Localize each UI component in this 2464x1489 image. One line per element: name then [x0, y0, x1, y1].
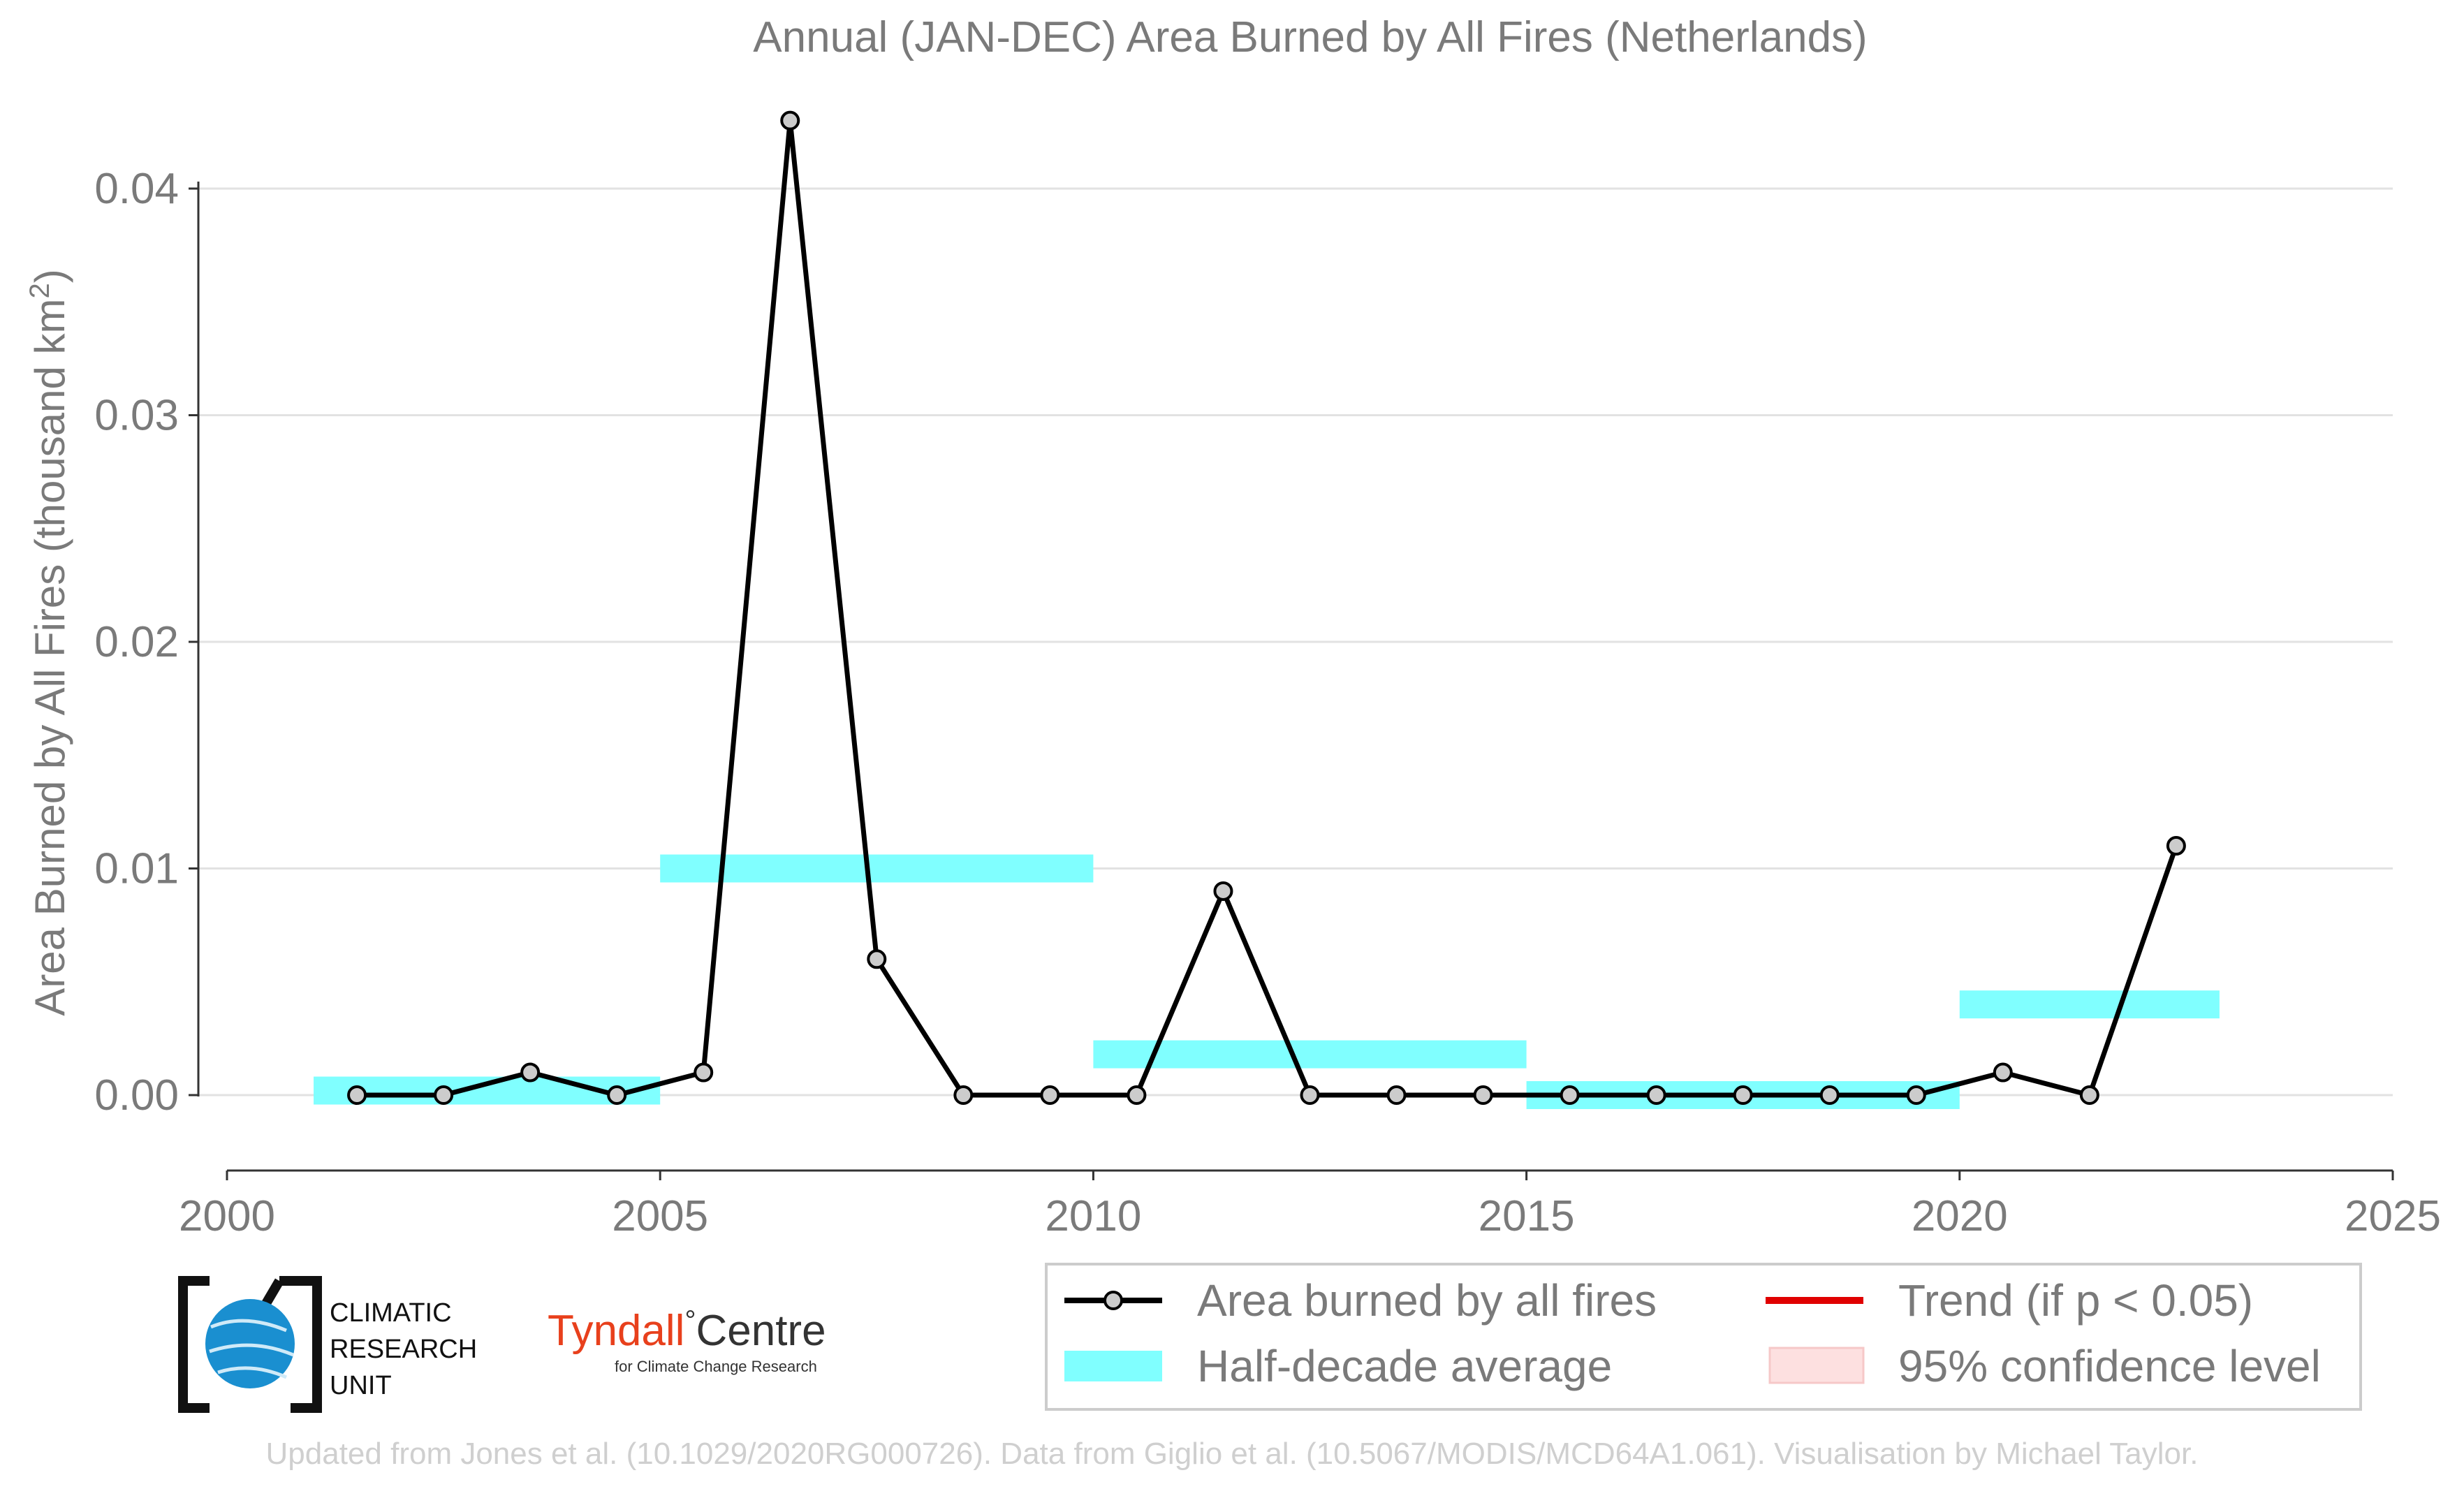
y-tick-label: 0.04 [94, 165, 179, 213]
data-point [607, 1085, 627, 1105]
legend-label-confidence: 95% confidence level [1898, 1341, 2321, 1391]
data-point [2166, 836, 2186, 856]
y-axis-label-sup: 2 [24, 283, 55, 298]
tyndall-subtitle: for Climate Change Research [615, 1358, 817, 1375]
globe-swirl-icon [209, 1319, 294, 1379]
x-tick-label: 2000 [179, 1192, 275, 1240]
data-point [520, 1062, 541, 1083]
half-decade-bar [1093, 1040, 1527, 1069]
data-point [1213, 881, 1233, 901]
series-line-path [357, 118, 2179, 1098]
cru-bracket-icon [178, 1276, 210, 1413]
data-point [1040, 1085, 1060, 1105]
data-point [1473, 1085, 1493, 1105]
cru-slash-icon [261, 1278, 284, 1307]
y-axis-label-main: Area Burned by All Fires (thousand km [27, 299, 73, 1016]
cru-text-1: CLIMATIC [330, 1298, 452, 1328]
legend-marker-icon [1103, 1291, 1123, 1310]
data-point [953, 1085, 974, 1105]
legend-label-half-decade: Half-decade average [1197, 1341, 1612, 1391]
legend: Area burned by all fires Trend (if p < 0… [1045, 1263, 2362, 1411]
half-decade-bar [660, 854, 1094, 883]
half-decade-average-bands [314, 854, 2220, 1109]
data-point [1906, 1085, 1926, 1105]
data-point [867, 949, 887, 969]
y-axis-ticks: 0.00 0.01 0.02 0.03 0.04 [94, 165, 198, 1120]
cru-text-2: RESEARCH [330, 1335, 477, 1364]
legend-label-area-burned: Area burned by all fires [1197, 1275, 1657, 1326]
data-point [1386, 1085, 1407, 1105]
data-point [347, 1085, 367, 1105]
data-point [1819, 1085, 1840, 1105]
tyndall-word: Tyndall [548, 1307, 684, 1355]
legend-label-trend: Trend (if p < 0.05) [1898, 1275, 2253, 1326]
y-tick-label: 0.00 [94, 1071, 179, 1120]
tyndall-logo-text: Tyndall°Centre [548, 1305, 826, 1355]
x-tick-label: 2025 [2345, 1192, 2441, 1240]
x-tick-label: 2020 [1912, 1192, 2008, 1240]
series-area-burned-points [347, 110, 2186, 1105]
legend-confidence-icon [1768, 1347, 1865, 1384]
tyndall-logo: Tyndall°Centre for Climate Change Resear… [548, 1305, 826, 1375]
chart-title: Annual (JAN-DEC) Area Burned by All Fire… [753, 13, 1867, 61]
tyndall-degree: ° [684, 1305, 696, 1336]
x-axis-ticks: 2000 2005 2010 2015 2020 2025 [179, 1171, 2441, 1240]
footer-credit: Updated from Jones et al. (10.1029/2020R… [266, 1437, 2199, 1471]
cru-bracket-right-icon [279, 1276, 322, 1413]
x-tick-label: 2005 [612, 1192, 708, 1240]
cru-text-3: UNIT [330, 1371, 392, 1400]
data-point [1993, 1062, 2013, 1083]
x-tick-label: 2010 [1045, 1192, 1141, 1240]
y-tick-label: 0.02 [94, 618, 179, 666]
legend-half-decade-icon [1064, 1351, 1162, 1381]
data-point [694, 1062, 714, 1083]
y-axis-label: Area Burned by All Fires (thousand km2) [24, 269, 73, 1015]
y-axis-label-close: ) [27, 269, 73, 283]
data-point [1646, 1085, 1666, 1105]
y-tick-label: 0.01 [94, 845, 179, 893]
half-decade-bar [1959, 990, 2220, 1019]
gridlines [198, 187, 2393, 1096]
data-point [2079, 1085, 2099, 1105]
data-point [1300, 1085, 1320, 1105]
data-point [780, 110, 800, 131]
cru-logo: CLIMATIC RESEARCH UNIT [178, 1276, 477, 1413]
data-point [434, 1085, 454, 1105]
tyndall-centre: Centre [696, 1307, 826, 1355]
x-tick-label: 2015 [1479, 1192, 1575, 1240]
data-point [1127, 1085, 1147, 1105]
data-point [1560, 1085, 1580, 1105]
data-point [1733, 1085, 1753, 1105]
y-tick-label: 0.03 [94, 392, 179, 440]
series-area-burned [357, 118, 2179, 1098]
legend-box [1045, 1263, 2362, 1411]
